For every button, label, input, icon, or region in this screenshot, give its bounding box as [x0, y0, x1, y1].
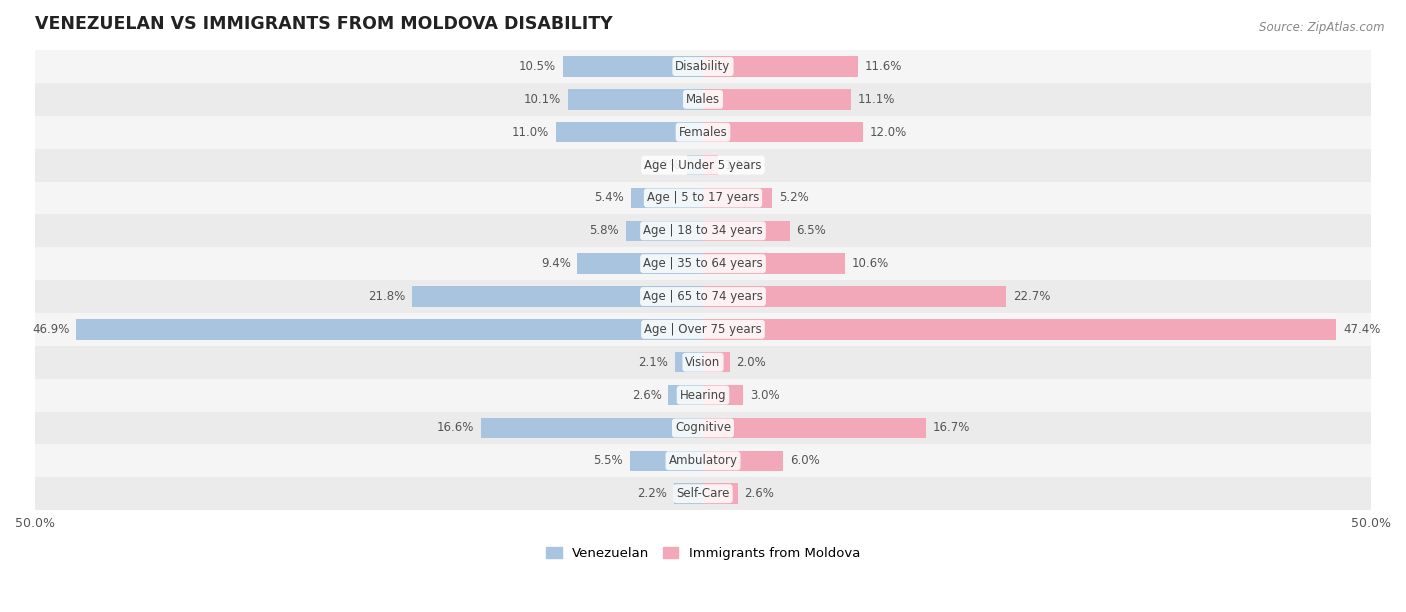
Bar — [673, 483, 703, 504]
Text: 5.4%: 5.4% — [595, 192, 624, 204]
Text: Age | 5 to 17 years: Age | 5 to 17 years — [647, 192, 759, 204]
Bar — [703, 483, 738, 504]
Bar — [703, 89, 851, 110]
Bar — [35, 477, 1371, 510]
Text: 2.1%: 2.1% — [638, 356, 668, 369]
Text: 5.5%: 5.5% — [593, 454, 623, 468]
Text: Hearing: Hearing — [679, 389, 727, 401]
Text: VENEZUELAN VS IMMIGRANTS FROM MOLDOVA DISABILITY: VENEZUELAN VS IMMIGRANTS FROM MOLDOVA DI… — [35, 15, 613, 33]
Legend: Venezuelan, Immigrants from Moldova: Venezuelan, Immigrants from Moldova — [540, 542, 866, 565]
Bar — [35, 50, 1371, 83]
Bar — [703, 319, 1336, 340]
Bar — [35, 280, 1371, 313]
Text: Ambulatory: Ambulatory — [668, 454, 738, 468]
Bar — [412, 286, 703, 307]
Text: Males: Males — [686, 93, 720, 106]
Bar — [35, 182, 1371, 214]
Bar — [35, 379, 1371, 411]
Text: Age | 65 to 74 years: Age | 65 to 74 years — [643, 290, 763, 303]
Text: Age | 18 to 34 years: Age | 18 to 34 years — [643, 225, 763, 237]
Bar — [703, 188, 772, 208]
Text: 9.4%: 9.4% — [541, 257, 571, 270]
Text: 6.5%: 6.5% — [797, 225, 827, 237]
Bar — [626, 220, 703, 241]
Bar — [703, 122, 863, 143]
Text: 10.1%: 10.1% — [524, 93, 561, 106]
Text: 5.2%: 5.2% — [779, 192, 808, 204]
Bar — [35, 214, 1371, 247]
Bar — [35, 444, 1371, 477]
Text: 16.6%: 16.6% — [437, 422, 475, 435]
Text: 11.1%: 11.1% — [858, 93, 896, 106]
Bar — [688, 155, 703, 175]
Bar — [568, 89, 703, 110]
Bar — [578, 253, 703, 274]
Bar — [703, 253, 845, 274]
Text: 2.6%: 2.6% — [744, 487, 775, 500]
Bar — [703, 450, 783, 471]
Bar — [555, 122, 703, 143]
Bar — [703, 385, 744, 405]
Text: 6.0%: 6.0% — [790, 454, 820, 468]
Bar — [35, 149, 1371, 182]
Text: Disability: Disability — [675, 60, 731, 73]
Text: 47.4%: 47.4% — [1343, 323, 1381, 336]
Bar — [481, 418, 703, 438]
Bar — [703, 155, 717, 175]
Text: Age | Under 5 years: Age | Under 5 years — [644, 159, 762, 171]
Bar — [675, 352, 703, 373]
Text: Cognitive: Cognitive — [675, 422, 731, 435]
Bar — [35, 83, 1371, 116]
Text: Females: Females — [679, 125, 727, 139]
Text: Self-Care: Self-Care — [676, 487, 730, 500]
Bar — [35, 313, 1371, 346]
Text: 12.0%: 12.0% — [870, 125, 907, 139]
Text: 11.6%: 11.6% — [865, 60, 903, 73]
Bar — [703, 418, 927, 438]
Text: 22.7%: 22.7% — [1012, 290, 1050, 303]
Bar — [35, 247, 1371, 280]
Text: Age | Over 75 years: Age | Over 75 years — [644, 323, 762, 336]
Bar — [703, 286, 1007, 307]
Bar — [703, 56, 858, 76]
Bar — [76, 319, 703, 340]
Bar — [562, 56, 703, 76]
Text: 11.0%: 11.0% — [512, 125, 550, 139]
Text: 1.2%: 1.2% — [651, 159, 681, 171]
Text: 10.5%: 10.5% — [519, 60, 555, 73]
Bar — [35, 116, 1371, 149]
Bar — [630, 450, 703, 471]
Bar — [631, 188, 703, 208]
Text: 10.6%: 10.6% — [851, 257, 889, 270]
Text: 21.8%: 21.8% — [368, 290, 405, 303]
Text: 1.1%: 1.1% — [724, 159, 754, 171]
Text: 3.0%: 3.0% — [749, 389, 779, 401]
Text: Vision: Vision — [685, 356, 721, 369]
Text: Source: ZipAtlas.com: Source: ZipAtlas.com — [1260, 21, 1385, 34]
Text: 2.0%: 2.0% — [737, 356, 766, 369]
Text: 2.2%: 2.2% — [637, 487, 666, 500]
Bar — [35, 346, 1371, 379]
Text: Age | 35 to 64 years: Age | 35 to 64 years — [643, 257, 763, 270]
Bar — [703, 220, 790, 241]
Bar — [703, 352, 730, 373]
Text: 5.8%: 5.8% — [589, 225, 619, 237]
Text: 2.6%: 2.6% — [631, 389, 662, 401]
Text: 46.9%: 46.9% — [32, 323, 70, 336]
Bar — [668, 385, 703, 405]
Bar — [35, 411, 1371, 444]
Text: 16.7%: 16.7% — [932, 422, 970, 435]
